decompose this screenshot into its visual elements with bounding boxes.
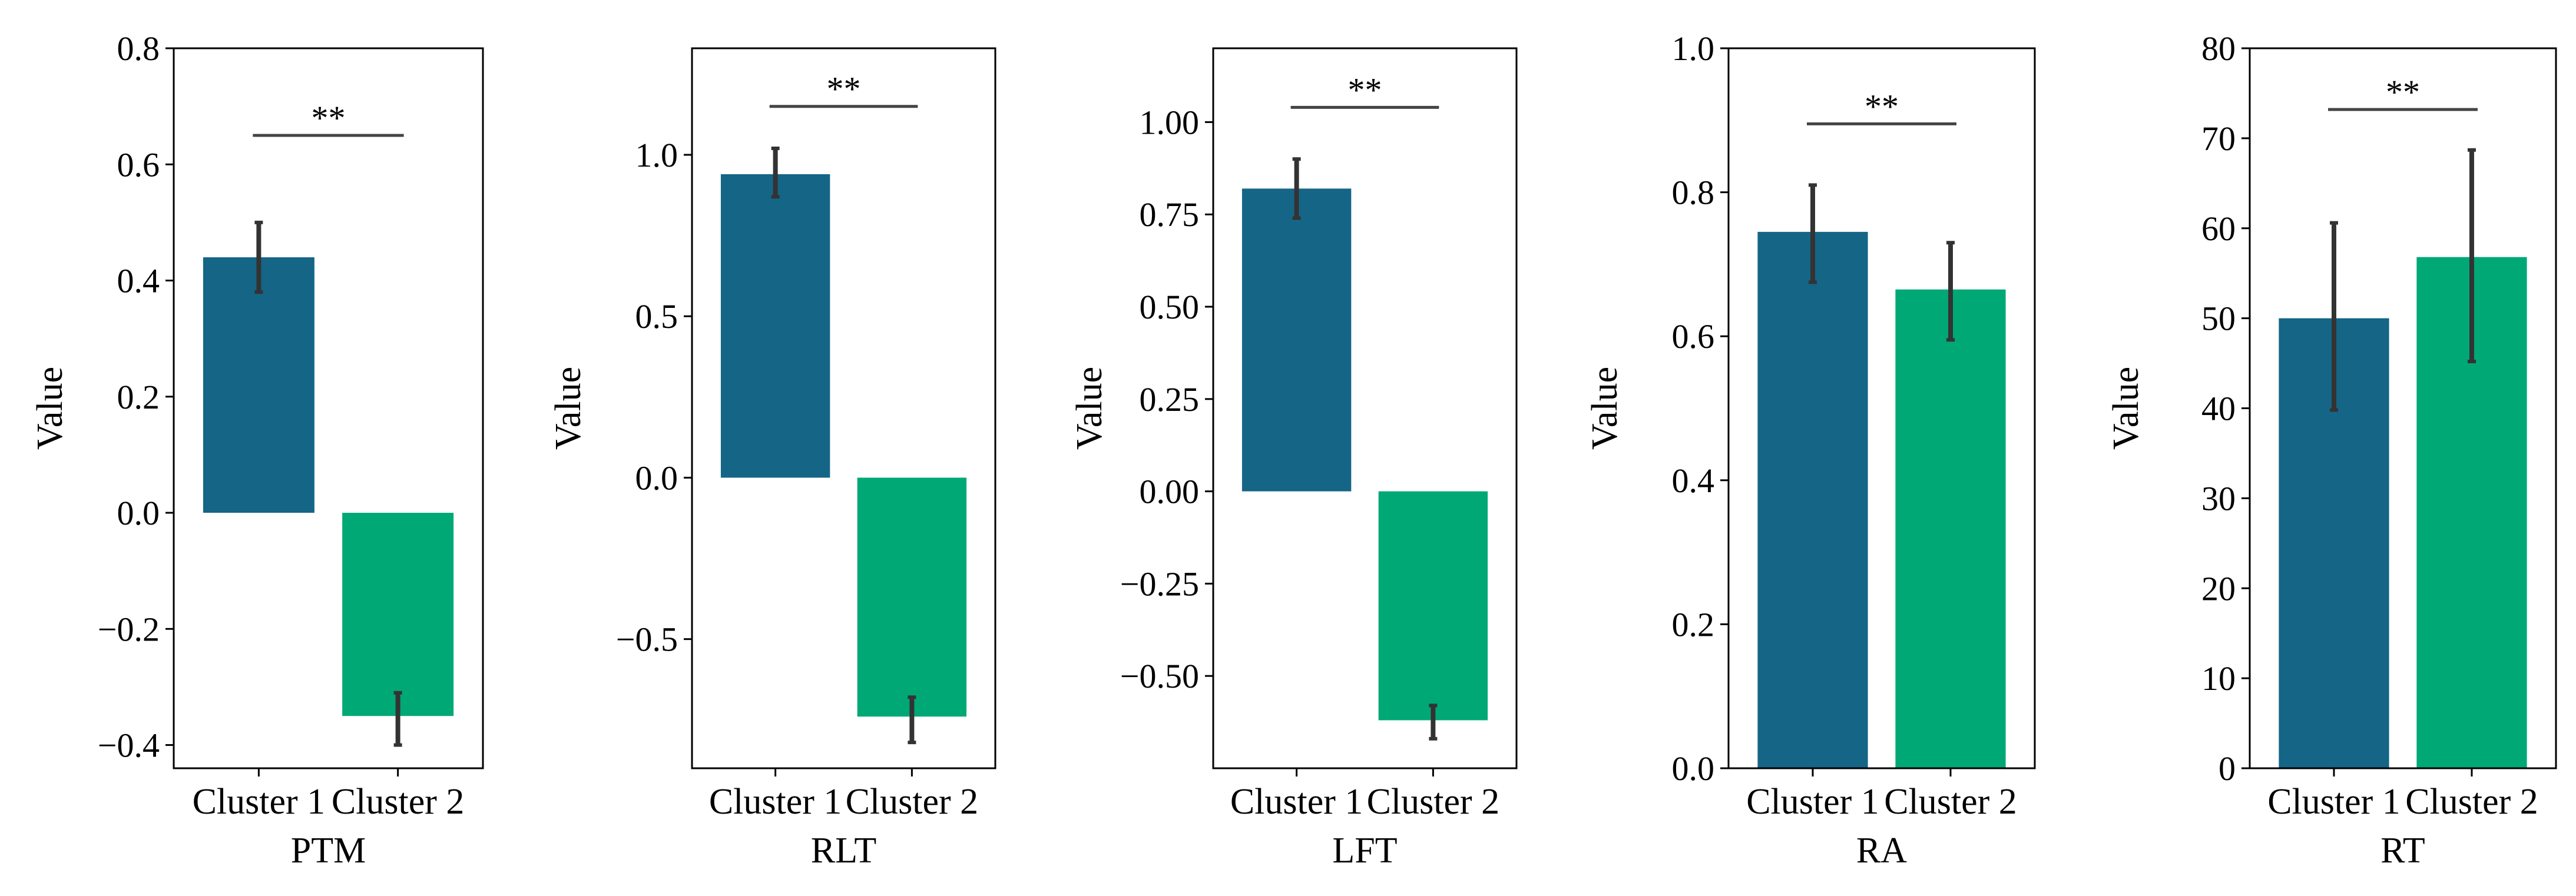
y-tick-label: 0.6 — [117, 145, 160, 184]
y-tick-label: 0.50 — [1140, 288, 1200, 326]
axes-frame — [1727, 47, 2036, 769]
y-tick-label: 20 — [2201, 569, 2236, 608]
significance-label: ** — [1348, 71, 1382, 109]
error-bar-cluster-2 — [2468, 148, 2476, 364]
x-tick-label: Cluster 2 — [1367, 782, 1500, 822]
bar-cluster-1 — [1241, 188, 1352, 492]
panel-lft: ** −0.50 −0.25 0.00 0.25 0.50 0.75 1.00 Cluster … — [1070, 47, 1518, 871]
significance-label: ** — [827, 70, 861, 108]
y-tick-label: 40 — [2201, 390, 2236, 428]
y-tick-label: 10 — [2201, 659, 2236, 698]
y-tick-label: 0.2 — [117, 378, 160, 416]
y-tick-label: 0.4 — [117, 262, 160, 300]
error-bar-cluster-1 — [254, 220, 263, 294]
x-tick-label: Cluster 2 — [332, 782, 465, 822]
error-bar-cluster-1 — [2330, 221, 2338, 412]
bar-cluster-2 — [1378, 491, 1488, 721]
axes-frame — [173, 47, 484, 769]
x-tick-label: Cluster 1 — [2267, 782, 2400, 822]
y-tick-label: 0.0 — [635, 459, 678, 497]
error-bar-cluster-2 — [1429, 703, 1438, 741]
x-axis-title: RT — [2380, 831, 2425, 871]
bar-cluster-1 — [720, 174, 830, 478]
y-tick-label: 0.6 — [1672, 317, 1715, 356]
x-axis-title: PTM — [291, 831, 366, 871]
y-tick-label: 60 — [2201, 210, 2236, 248]
y-tick-label: 0 — [2219, 749, 2236, 788]
y-tick-label: 70 — [2201, 120, 2236, 158]
error-bar-cluster-1 — [1809, 183, 1817, 284]
error-bar-cluster-1 — [1292, 157, 1301, 220]
y-axis-title: Value — [1070, 367, 1110, 450]
significance-label: ** — [312, 99, 346, 137]
panel-ra: ** 0.0 0.2 0.4 0.6 0.8 1.0 Cluster 1 Cluster 2 RA… — [1585, 29, 2036, 871]
y-tick-label: −0.4 — [98, 726, 160, 765]
y-tick-label: 0.8 — [1672, 174, 1715, 212]
y-tick-label: 30 — [2201, 479, 2236, 517]
y-tick-label: 0.4 — [1672, 462, 1715, 500]
y-axis-title: Value — [30, 367, 70, 450]
error-bar-cluster-2 — [393, 691, 402, 747]
error-bar-cluster-1 — [771, 147, 780, 199]
x-axis-title: RLT — [811, 831, 876, 871]
y-tick-label: −0.2 — [98, 610, 160, 648]
y-tick-label: 0.0 — [1672, 749, 1715, 788]
y-tick-label: 0.8 — [117, 29, 160, 68]
bar-cluster-1 — [1757, 231, 1868, 768]
x-tick-label: Cluster 2 — [1884, 782, 2017, 822]
y-tick-label: 0.00 — [1140, 473, 1200, 511]
x-tick-label: Cluster 1 — [193, 782, 326, 822]
x-axis-title: LFT — [1332, 831, 1397, 871]
axes-frame — [691, 47, 996, 769]
panel-rlt: ** −0.5 0.0 0.5 1.0 Cluster 1 Cluster 2 RLT Valu… — [548, 47, 996, 871]
y-tick-label: 50 — [2201, 300, 2236, 338]
x-tick-label: Cluster 1 — [1746, 782, 1879, 822]
y-tick-label: 0.5 — [635, 297, 678, 336]
y-tick-label: −0.5 — [616, 620, 678, 659]
y-tick-label: 0.75 — [1140, 195, 1200, 234]
y-tick-label: 1.00 — [1140, 103, 1200, 141]
axes-frame — [1212, 47, 1518, 769]
bar-cluster-2 — [342, 513, 454, 716]
panel-rt: ** 0 10 20 30 40 50 60 70 80 Cluster 1 Cluster 2 RT V… — [2106, 29, 2557, 871]
x-axis-title: RA — [1856, 831, 1907, 871]
y-tick-label: 80 — [2201, 29, 2236, 68]
x-tick-label: Cluster 2 — [846, 782, 979, 822]
panel-ptm: ** −0.4 −0.2 0.0 0.2 0.4 0.6 0.8 Cluster 1 Cluste… — [30, 29, 484, 871]
bar-cluster-1 — [203, 257, 314, 513]
y-axis-title: Value — [1585, 367, 1625, 450]
y-axis-title: Value — [548, 367, 588, 450]
y-axis-title: Value — [2106, 367, 2146, 450]
significance-label: ** — [2386, 73, 2420, 111]
y-tick-label: 0.2 — [1672, 605, 1715, 643]
y-tick-label: 1.0 — [1672, 29, 1715, 68]
y-tick-label: −0.50 — [1120, 657, 1199, 695]
y-tick-label: 1.0 — [635, 136, 678, 174]
x-tick-label: Cluster 1 — [709, 782, 842, 822]
bar-cluster-2 — [1895, 289, 2006, 769]
y-tick-label: 0.0 — [117, 494, 160, 532]
bar-cluster-2 — [857, 477, 967, 717]
error-bar-cluster-2 — [908, 695, 916, 745]
error-bar-cluster-2 — [1946, 241, 1955, 342]
y-tick-label: 0.25 — [1140, 380, 1200, 419]
x-tick-label: Cluster 1 — [1230, 782, 1363, 822]
significance-label: ** — [1865, 87, 1899, 125]
x-tick-label: Cluster 2 — [2405, 782, 2538, 822]
y-tick-label: −0.25 — [1120, 565, 1199, 603]
